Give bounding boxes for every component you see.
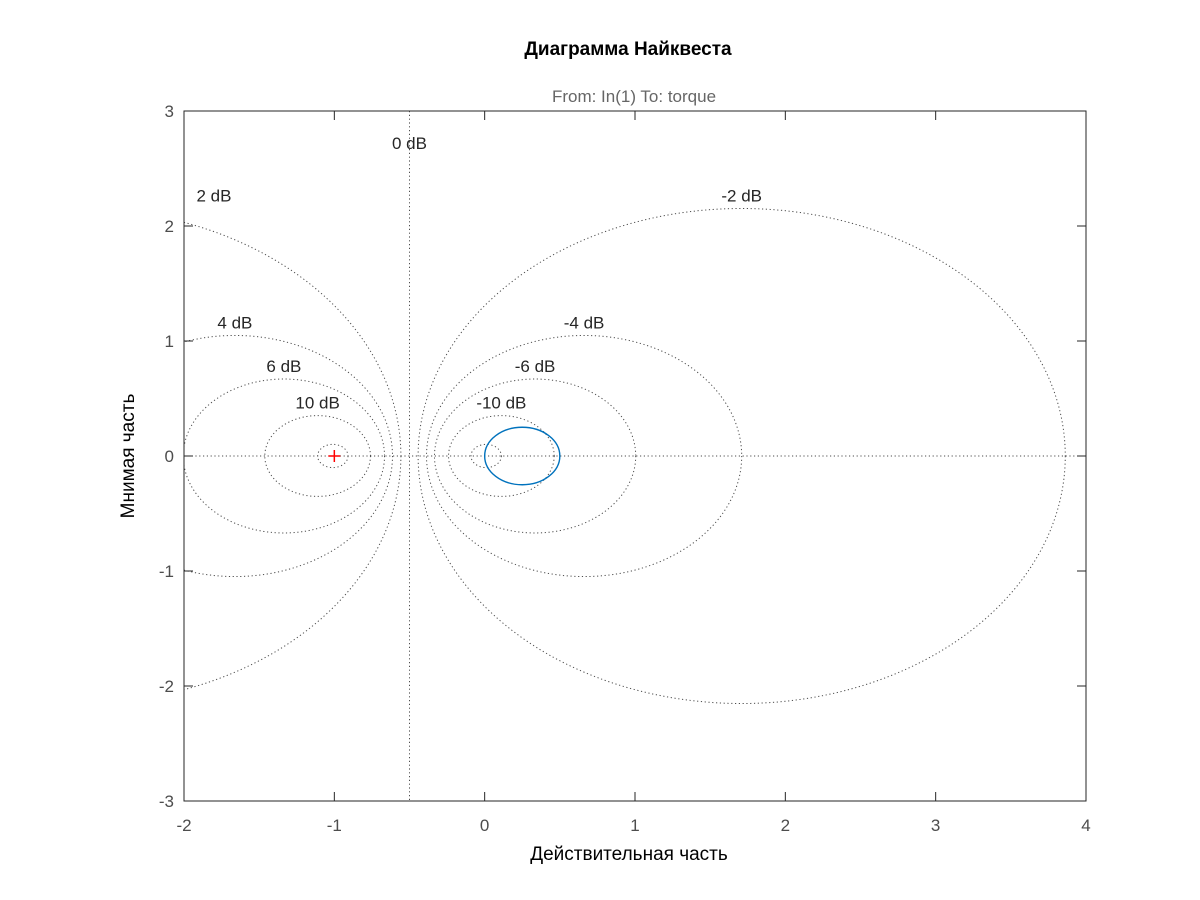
m-circle-labels: 0 dB 2 dB -2 dB 4 dB -4 dB 6 dB -6 dB 10 dB -10 … [197, 134, 763, 413]
x-tick-label: 2 [781, 816, 790, 835]
m-circle-neg4db [426, 334, 743, 578]
y-tick-label: 1 [165, 332, 174, 351]
m-circle-label: 10 dB [295, 394, 339, 413]
x-tick-label: -1 [327, 816, 342, 835]
x-tick-label: 1 [630, 816, 639, 835]
m-circle-neg6db [433, 378, 637, 534]
m-circle-10db [264, 415, 371, 497]
m-circle-label: -10 dB [476, 394, 526, 413]
x-tick-label: 4 [1081, 816, 1090, 835]
y-tick-label: -3 [159, 792, 174, 811]
m-circle-label: 2 dB [197, 186, 232, 205]
m-circle-label: 0 dB [392, 134, 427, 153]
x-axis-label: Действительная часть [530, 844, 728, 865]
x-tick-label: -2 [176, 816, 191, 835]
x-tick-label: 0 [480, 816, 489, 835]
nyquist-curve-layer [328, 426, 561, 486]
m-circle-neg10db [448, 415, 555, 497]
m-circle-20db [317, 443, 349, 469]
nyquist-curve-0 [483, 426, 561, 486]
chart-title: Диаграмма Найквеста [524, 39, 732, 60]
y-tick-label: -1 [159, 562, 174, 581]
m-circle-4db [184, 334, 393, 578]
y-tick-label: -2 [159, 677, 174, 696]
y-tick-label: 2 [165, 217, 174, 236]
m-circle-label: -4 dB [564, 313, 605, 332]
m-circle-6db [184, 378, 385, 534]
m-circle-grid [184, 111, 1086, 801]
m-circle-label: -6 dB [515, 357, 556, 376]
m-circle-2db [184, 221, 402, 691]
chart-subtitle: From: In(1) To: torque [552, 87, 716, 106]
m-circle-label: 6 dB [266, 357, 301, 376]
m-circle-neg2db [417, 207, 1066, 705]
m-circle-label: 4 dB [217, 313, 252, 332]
m-circle-label: -2 dB [721, 186, 762, 205]
x-tick-label: 3 [931, 816, 940, 835]
m-circle-neg20db [470, 443, 502, 469]
y-axis-label: Мнимая часть [118, 394, 139, 519]
y-tick-label: 0 [165, 447, 174, 466]
y-tick-label: 3 [165, 102, 174, 121]
